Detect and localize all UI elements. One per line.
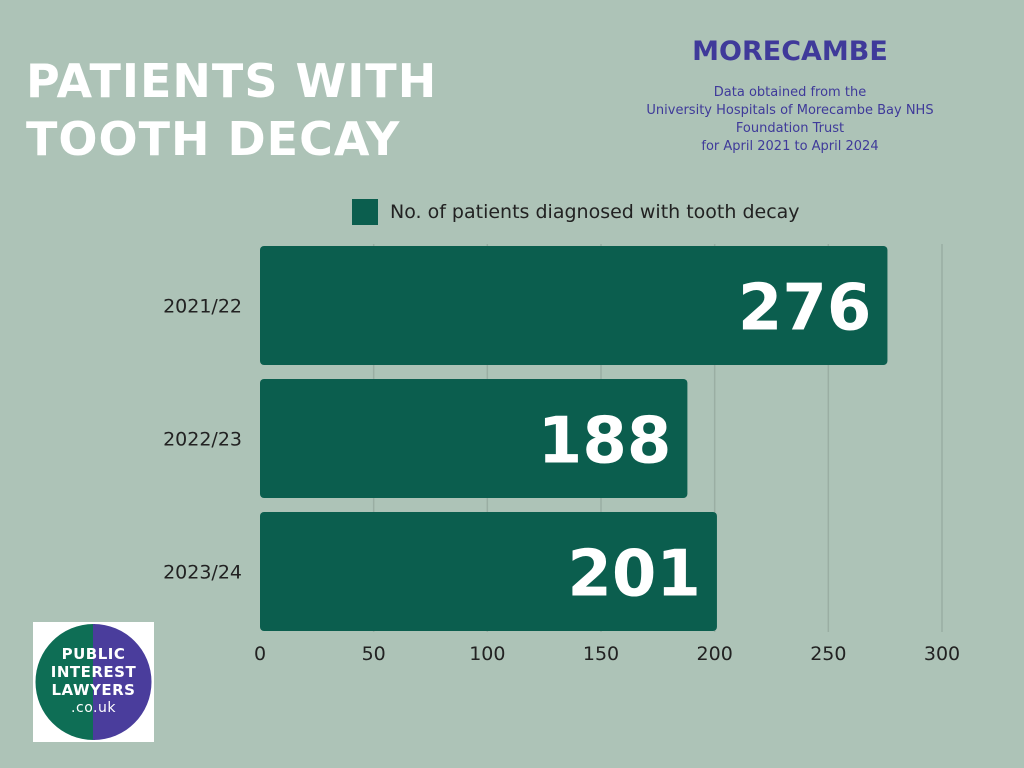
x-tick-label: 200 [697, 643, 733, 665]
x-tick-label: 300 [924, 643, 960, 665]
legend-swatch [352, 199, 378, 225]
logo-line: LAWYERS [51, 681, 136, 699]
logo-line: INTEREST [50, 663, 137, 681]
x-tick-label: 50 [362, 643, 386, 665]
x-tick-label: 250 [810, 643, 846, 665]
data-label: 276 [738, 272, 872, 346]
bar [260, 512, 717, 631]
legend-label: No. of patients diagnosed with tooth dec… [390, 201, 800, 223]
category-label: 2023/24 [163, 562, 242, 584]
source-line: Data obtained from the [713, 85, 867, 100]
logo: PUBLIC INTEREST LAWYERS .co.uk [33, 622, 154, 742]
data-label: 188 [538, 405, 672, 479]
logo-line: .co.uk [71, 700, 116, 716]
page-title: PATIENTS WITH TOOTH DECAY [26, 52, 437, 168]
x-tick-label: 0 [254, 643, 266, 665]
source-line: Foundation Trust [735, 121, 845, 136]
bar [260, 246, 888, 365]
source-note: Data obtained from the University Hospit… [590, 84, 990, 156]
category-label: 2022/23 [163, 429, 242, 451]
category-label: 2021/22 [163, 296, 242, 318]
x-tick-label: 150 [583, 643, 619, 665]
logo-circle [35, 624, 152, 740]
x-tick-label: 100 [469, 643, 505, 665]
logo-line: PUBLIC [61, 645, 126, 663]
source-line: University Hospitals of Morecambe Bay NH… [646, 103, 934, 118]
bar [260, 379, 688, 498]
title-line: PATIENTS WITH [26, 54, 438, 108]
source-line: for April 2021 to April 2024 [701, 139, 879, 154]
title-line: TOOTH DECAY [26, 112, 401, 166]
location-heading: MORECAMBE [692, 36, 888, 67]
data-label: 201 [567, 538, 701, 612]
chart-legend: No. of patients diagnosed with tooth dec… [352, 199, 800, 225]
logo-text: PUBLIC INTEREST LAWYERS .co.uk [33, 645, 154, 717]
